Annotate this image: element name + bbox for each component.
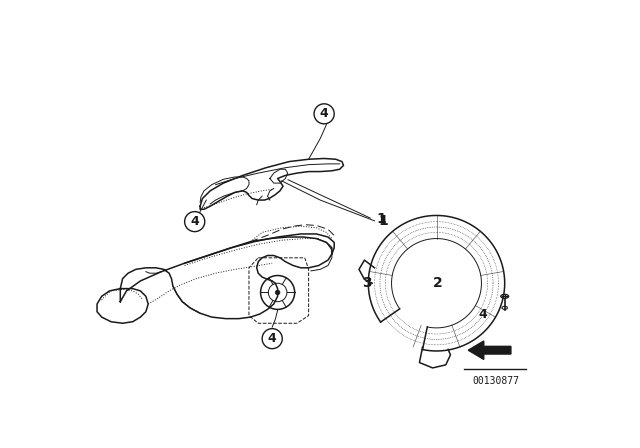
Text: 4: 4 [268,332,276,345]
Text: 4: 4 [190,215,199,228]
Text: 1: 1 [378,214,388,228]
Text: 2: 2 [433,276,443,290]
Circle shape [262,329,282,349]
Circle shape [314,104,334,124]
Circle shape [275,290,280,295]
Circle shape [184,211,205,232]
Polygon shape [468,341,511,359]
Text: 3: 3 [362,276,372,290]
Text: 4: 4 [320,108,328,121]
Text: 4: 4 [479,307,488,320]
Text: 1: 1 [377,212,387,226]
Text: 00130877: 00130877 [472,375,519,386]
